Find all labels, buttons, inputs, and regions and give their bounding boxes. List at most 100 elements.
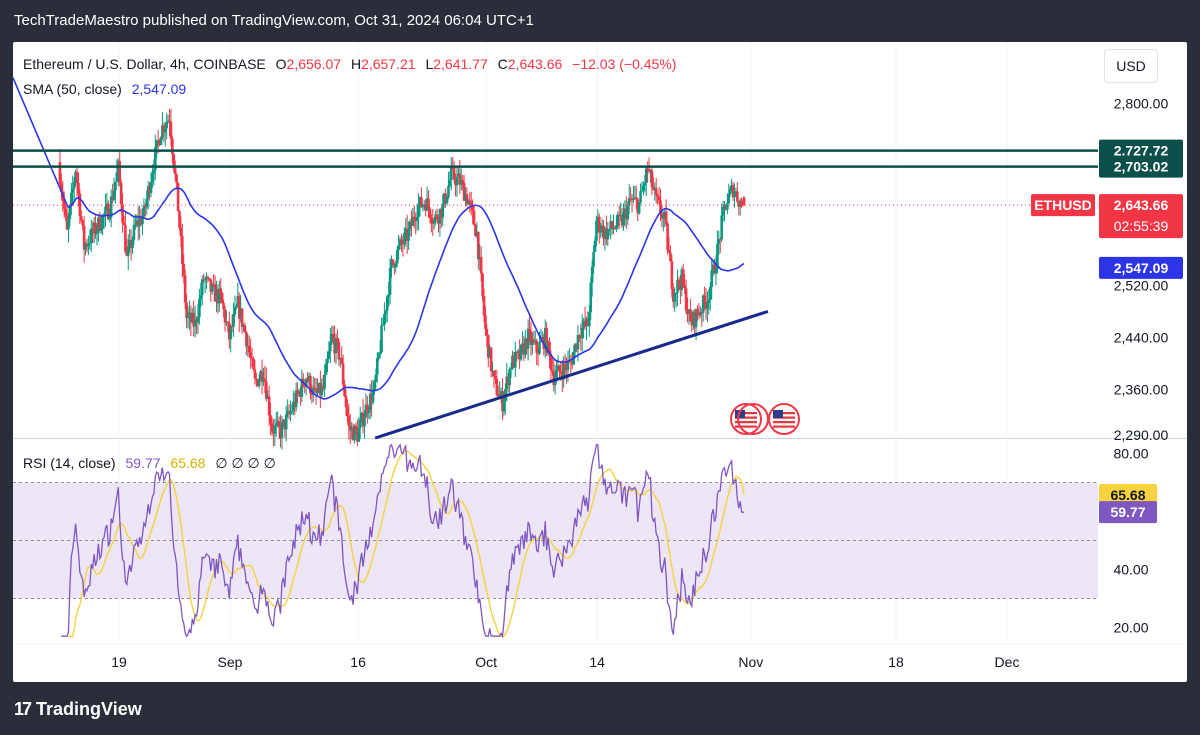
candle[interactable] <box>385 294 389 323</box>
candle[interactable] <box>219 278 223 304</box>
candle[interactable] <box>58 148 62 188</box>
candle[interactable] <box>226 321 230 333</box>
candle[interactable] <box>469 191 473 216</box>
candle[interactable] <box>726 193 729 215</box>
candle[interactable] <box>411 208 415 227</box>
candle[interactable] <box>468 192 472 213</box>
candle[interactable] <box>92 217 96 244</box>
candle[interactable] <box>646 161 649 183</box>
candle[interactable] <box>357 417 361 442</box>
candle[interactable] <box>687 308 691 325</box>
candle[interactable] <box>388 258 392 305</box>
candle[interactable] <box>512 352 516 369</box>
candle[interactable] <box>569 354 573 377</box>
candle[interactable] <box>79 210 83 224</box>
candle[interactable] <box>670 254 674 298</box>
candle[interactable] <box>595 215 598 247</box>
candle[interactable] <box>430 213 433 233</box>
candle[interactable] <box>642 181 645 196</box>
candle[interactable] <box>556 355 560 371</box>
candle[interactable] <box>183 269 187 310</box>
candle[interactable] <box>683 274 686 295</box>
candle[interactable] <box>707 289 711 315</box>
price-pane[interactable] <box>13 77 1098 450</box>
candle[interactable] <box>680 266 684 297</box>
candle[interactable] <box>495 369 499 397</box>
candle[interactable] <box>499 387 503 404</box>
candle[interactable] <box>119 179 123 213</box>
candle[interactable] <box>600 218 604 237</box>
candle[interactable] <box>163 121 167 147</box>
candle[interactable] <box>363 409 366 439</box>
candle[interactable] <box>656 193 659 204</box>
candle[interactable] <box>259 369 262 380</box>
candle[interactable] <box>579 323 583 351</box>
candle[interactable] <box>192 300 196 337</box>
candle[interactable] <box>395 246 399 268</box>
candle[interactable] <box>203 276 207 294</box>
candle[interactable] <box>394 260 398 273</box>
candle[interactable] <box>391 259 395 266</box>
candle[interactable] <box>629 186 632 203</box>
candle[interactable] <box>338 357 342 368</box>
candle[interactable] <box>84 241 87 256</box>
candle[interactable] <box>717 230 721 256</box>
candle[interactable] <box>267 385 271 426</box>
candle[interactable] <box>434 210 437 226</box>
candle[interactable] <box>486 334 490 368</box>
candle[interactable] <box>573 342 577 359</box>
candle[interactable] <box>459 168 463 191</box>
candle[interactable] <box>677 276 681 291</box>
candle[interactable] <box>348 413 352 445</box>
candle[interactable] <box>104 193 107 228</box>
candle[interactable] <box>366 395 369 424</box>
candle[interactable] <box>659 188 662 221</box>
candle[interactable] <box>356 419 359 447</box>
candle[interactable] <box>488 344 492 358</box>
candle[interactable] <box>636 197 640 222</box>
candle[interactable] <box>178 209 181 231</box>
candle[interactable] <box>149 171 153 198</box>
candle[interactable] <box>663 208 667 228</box>
candle[interactable] <box>77 172 80 206</box>
candle[interactable] <box>233 295 237 317</box>
candle[interactable] <box>88 230 92 250</box>
candle[interactable] <box>326 351 329 372</box>
candle[interactable] <box>290 403 294 415</box>
candle[interactable] <box>272 419 275 447</box>
candle[interactable] <box>602 220 605 246</box>
candle[interactable] <box>613 225 617 230</box>
candle[interactable] <box>128 228 131 253</box>
candle[interactable] <box>374 368 378 389</box>
candle[interactable] <box>70 182 73 216</box>
candle[interactable] <box>606 221 610 246</box>
rsi-pane[interactable] <box>13 443 1098 639</box>
candle[interactable] <box>94 214 97 240</box>
candle[interactable] <box>301 373 305 388</box>
candle[interactable] <box>609 214 612 240</box>
candle[interactable] <box>196 303 200 334</box>
candle[interactable] <box>404 218 408 247</box>
candle[interactable] <box>714 255 718 286</box>
candle[interactable] <box>279 414 282 448</box>
candle[interactable] <box>449 157 453 191</box>
candle[interactable] <box>210 281 214 295</box>
candle[interactable] <box>679 274 682 305</box>
candle[interactable] <box>361 398 365 434</box>
candle[interactable] <box>720 203 723 242</box>
candle[interactable] <box>625 196 628 229</box>
candle[interactable] <box>162 122 166 143</box>
candle[interactable] <box>270 416 274 437</box>
candle[interactable] <box>643 174 647 193</box>
candle[interactable] <box>313 377 316 391</box>
candle[interactable] <box>728 186 732 197</box>
candle[interactable] <box>114 181 117 204</box>
candle[interactable] <box>64 205 67 221</box>
candle[interactable] <box>501 378 504 421</box>
candle[interactable] <box>734 187 738 197</box>
candle[interactable] <box>303 385 307 394</box>
candle[interactable] <box>740 197 743 209</box>
candle[interactable] <box>276 411 279 428</box>
candle[interactable] <box>186 306 190 329</box>
candle[interactable] <box>111 183 114 204</box>
